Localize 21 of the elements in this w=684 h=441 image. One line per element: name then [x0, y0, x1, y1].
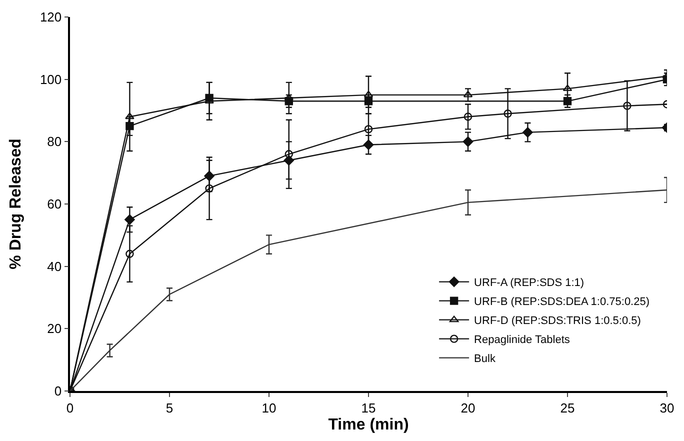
- y-tick-label: 0: [54, 384, 62, 399]
- legend-label: Repaglinide Tablets: [474, 334, 570, 346]
- y-tick-label: 100: [40, 72, 62, 87]
- y-tick-label: 20: [47, 321, 62, 336]
- x-tick-label: 0: [66, 400, 74, 416]
- y-axis-title: % Drug Released: [7, 138, 24, 270]
- y-tick-label: 120: [40, 10, 62, 25]
- x-tick-label: 25: [560, 400, 575, 416]
- x-axis-title: Time (min): [328, 416, 409, 434]
- legend-label: URF-A (REP:SDS 1:1): [474, 277, 584, 290]
- x-tick-label: 5: [166, 400, 174, 416]
- x-tick-label: 10: [262, 400, 276, 416]
- legend-label: Bulk: [474, 353, 496, 366]
- y-tick-label: 60: [47, 196, 62, 212]
- y-tick-label: 40: [47, 258, 62, 274]
- x-tick-label: 20: [460, 400, 476, 416]
- y-tick-label: 80: [47, 134, 62, 150]
- x-tick-label: 30: [660, 400, 674, 416]
- x-tick-label: 15: [361, 400, 376, 416]
- legend-label: URF-D (REP:SDS:TRIS 1:0.5:0.5): [474, 315, 641, 328]
- legend-label: URF-B (REP:SDS:DEA 1:0.75:0.25): [474, 296, 650, 308]
